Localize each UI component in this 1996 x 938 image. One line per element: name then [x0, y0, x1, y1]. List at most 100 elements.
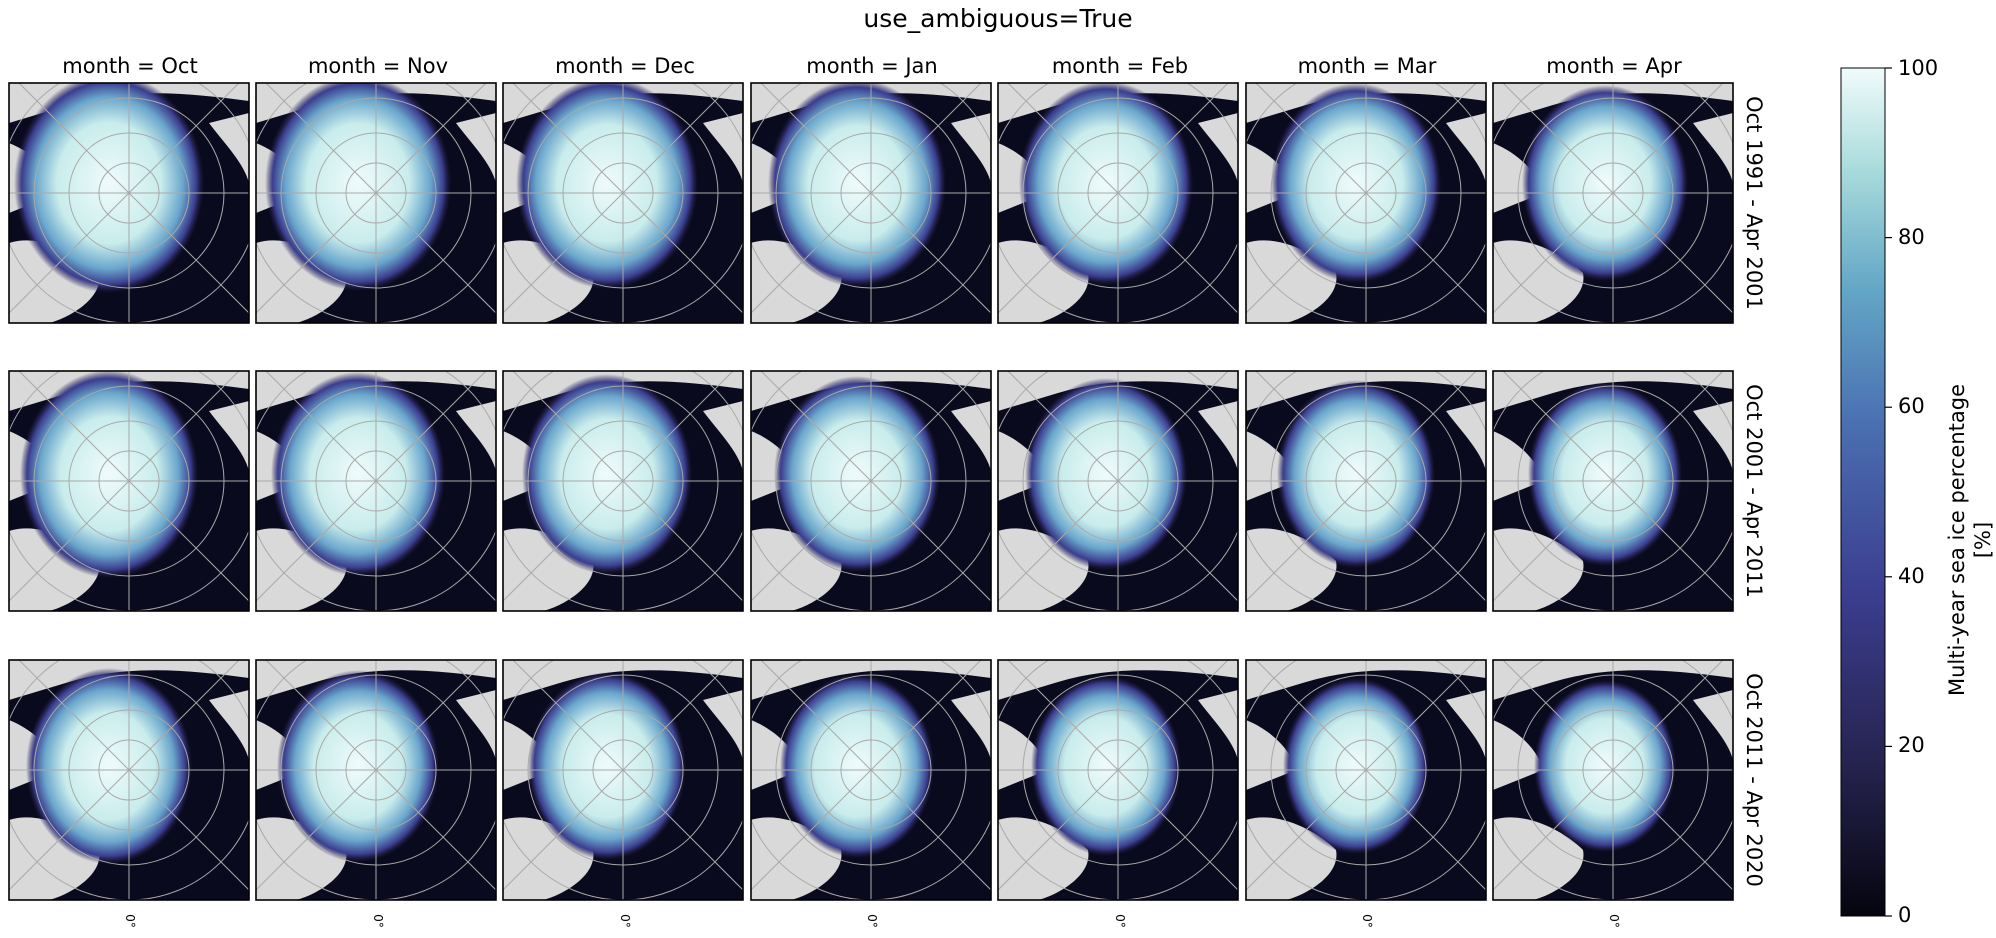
map-panel: [750, 82, 992, 324]
land-mass: [503, 660, 743, 700]
land-mass: [1493, 720, 1543, 790]
land-mass: [1693, 401, 1733, 471]
map-panel: [997, 370, 1239, 612]
map-panel: [997, 659, 1239, 901]
land-mass: [951, 690, 991, 760]
land-mass: [751, 371, 991, 411]
sea-ice: [768, 83, 946, 287]
column-title-apr: month = Apr: [1546, 54, 1682, 78]
column-title-nov: month = Nov: [307, 54, 449, 78]
sea-ice: [26, 668, 192, 864]
land-mass: [256, 660, 496, 700]
land-mass: [503, 371, 743, 411]
map-panel: [502, 659, 744, 901]
row-title-1991-2001: Oct 1991 - Apr 2001: [1742, 96, 1766, 310]
land-mass: [209, 690, 249, 760]
land-mass: [1246, 83, 1486, 123]
land-mass: [1493, 83, 1733, 123]
land-mass: [951, 401, 991, 471]
sea-ice: [1277, 380, 1435, 568]
land-mass: [703, 690, 743, 760]
colorbar-tick-label: 100: [1898, 56, 1939, 80]
land-mass: [1198, 113, 1238, 183]
panel-frame: [502, 370, 744, 612]
colorbar-label: Multi-year sea ice percentage [%]: [1945, 384, 1995, 696]
meridian-line: [256, 660, 487, 891]
colorbar-tick-label: 20: [1898, 733, 1925, 757]
meridian-line: [503, 371, 734, 602]
sea-ice: [516, 83, 698, 289]
land-mass: [998, 660, 1238, 700]
panel-frame: [750, 659, 992, 901]
map-panel: [1492, 659, 1734, 901]
land-mass: [998, 83, 1238, 123]
row-title-2001-2011: Oct 2001 - Apr 2011: [1742, 384, 1766, 598]
panel-frame: [1245, 82, 1487, 324]
panel-frame: [750, 370, 992, 612]
meridian-line: [1493, 83, 1724, 314]
sea-ice: [1283, 678, 1429, 854]
longitude-tick-nov: 0°: [370, 914, 385, 928]
meridian-line: [998, 371, 1229, 602]
map-panel: [502, 370, 744, 612]
land-mass: [1198, 690, 1238, 760]
land-mass: [1493, 660, 1733, 700]
panel-frame: [8, 370, 250, 612]
map-panel: [1492, 370, 1734, 612]
colorbar-tick-label: 80: [1898, 225, 1925, 249]
colorbar-tick-label: 60: [1898, 394, 1925, 418]
map-panel: [750, 659, 992, 901]
sea-ice: [1522, 85, 1688, 281]
meridian-line: [1246, 83, 1477, 314]
sea-ice: [1025, 378, 1187, 570]
meridian-line: [9, 660, 240, 891]
column-title-feb: month = Feb: [1051, 54, 1189, 78]
map-panel: [750, 370, 992, 612]
map-panel: [255, 82, 497, 324]
meridian-line: [9, 83, 240, 314]
map-panel: [8, 82, 250, 324]
land-mass: [1446, 113, 1486, 183]
land-mass: [9, 660, 249, 700]
column-title-dec: month = Dec: [555, 54, 695, 78]
column-title-oct: month = Oct: [62, 54, 198, 78]
figure-title: use_ambiguous=True: [863, 4, 1133, 33]
colorbar-tick-label: 40: [1898, 564, 1925, 588]
column-title-mar: month = Mar: [1297, 54, 1437, 78]
sea-ice: [14, 83, 204, 293]
land-mass: [951, 113, 991, 183]
sea-ice: [1019, 83, 1193, 285]
panel-frame: [502, 82, 744, 324]
meridian-line: [9, 371, 240, 602]
map-panel: [1245, 659, 1487, 901]
panel-frame: [997, 659, 1239, 901]
meridian-line: [1246, 660, 1477, 891]
land-mass: [1446, 690, 1486, 760]
panel-frame: [8, 659, 250, 901]
land-mass: [1246, 660, 1486, 700]
meridian-line: [751, 371, 982, 602]
land-mass: [1246, 371, 1486, 411]
meridian-line: [256, 371, 487, 602]
column-title-jan: month = Jan: [806, 54, 938, 78]
panel-frame: [750, 82, 992, 324]
land-mass: [209, 401, 249, 471]
longitude-tick-oct: 0°: [122, 914, 137, 928]
land-mass: [1693, 113, 1733, 183]
sea-ice: [528, 672, 686, 860]
map-panel: [1245, 370, 1487, 612]
land-mass: [1693, 690, 1733, 760]
meridian-line: [503, 660, 734, 891]
sea-ice: [1528, 382, 1682, 566]
panel-frame: [1492, 370, 1734, 612]
meridian-line: [751, 83, 982, 314]
sea-ice: [277, 670, 439, 862]
panel-frame: [255, 82, 497, 324]
land-mass: [751, 660, 991, 700]
sea-ice: [1534, 680, 1676, 852]
land-mass: [998, 371, 1238, 411]
land-mass: [9, 371, 249, 411]
panel-frame: [8, 82, 250, 324]
land-mass: [456, 401, 496, 471]
